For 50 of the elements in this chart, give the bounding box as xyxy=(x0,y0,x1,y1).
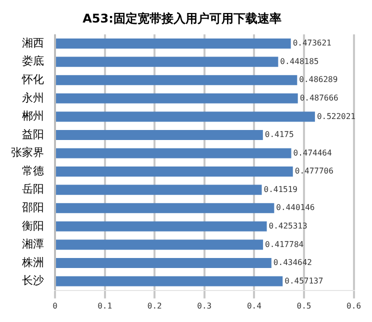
bar xyxy=(56,203,274,214)
y-tick-label: 永州 xyxy=(22,91,44,104)
data-label: 0.474464 xyxy=(293,148,332,158)
y-tick-label: 娄底 xyxy=(22,54,44,68)
data-label: 0.4175 xyxy=(264,130,294,140)
bar xyxy=(56,56,278,67)
bar xyxy=(56,112,315,122)
y-tick-label: 郴州 xyxy=(22,110,44,123)
bar xyxy=(56,75,298,86)
x-tick-label: 0.3 xyxy=(197,301,212,310)
chart-title: A53:固定宽带接入用户可用下载速率 xyxy=(82,11,282,26)
bar xyxy=(56,240,264,250)
data-label: 0.486289 xyxy=(299,75,338,84)
y-tick-label: 衡阳 xyxy=(22,219,44,232)
y-tick-label: 株洲 xyxy=(21,256,44,269)
data-label: 0.473621 xyxy=(292,38,332,48)
y-tick-label: 湘潭 xyxy=(22,238,44,251)
bar xyxy=(56,184,262,195)
x-tick-label: 0 xyxy=(52,301,58,310)
data-label: 0.440146 xyxy=(276,203,315,212)
y-tick-label: 益阳 xyxy=(22,128,44,141)
data-label: 0.425313 xyxy=(268,221,308,230)
x-tick-label: 0.2 xyxy=(147,301,162,310)
x-tick-label: 0.1 xyxy=(98,301,112,310)
data-label: 0.477706 xyxy=(294,166,334,176)
y-tick-label: 湘西 xyxy=(22,36,44,50)
x-tick-label: 0.5 xyxy=(296,301,312,310)
bar xyxy=(56,93,298,104)
data-label: 0.417784 xyxy=(265,240,304,249)
data-label: 0.457137 xyxy=(284,276,324,286)
bar xyxy=(56,221,267,232)
y-tick-label: 长沙 xyxy=(22,274,44,288)
data-label: 0.41519 xyxy=(264,184,298,194)
data-label: 0.487666 xyxy=(300,93,339,102)
bar xyxy=(56,38,291,49)
x-tick-label: 0.4 xyxy=(246,301,262,310)
bar xyxy=(56,258,272,268)
data-label: 0.434642 xyxy=(273,258,312,268)
bar xyxy=(56,166,293,177)
bar xyxy=(56,148,292,158)
y-tick-label: 邵阳 xyxy=(22,200,44,214)
bar xyxy=(56,130,263,140)
data-label: 0.448185 xyxy=(280,56,319,66)
data-label: 0.522021 xyxy=(316,112,356,121)
y-tick-label: 张家界 xyxy=(11,146,44,160)
y-tick-label: 怀化 xyxy=(21,72,44,86)
bar xyxy=(56,276,283,286)
y-tick-label: 岳阳 xyxy=(22,182,44,196)
y-tick-label: 常德 xyxy=(22,164,44,178)
x-tick-label: 0.6 xyxy=(346,301,362,310)
